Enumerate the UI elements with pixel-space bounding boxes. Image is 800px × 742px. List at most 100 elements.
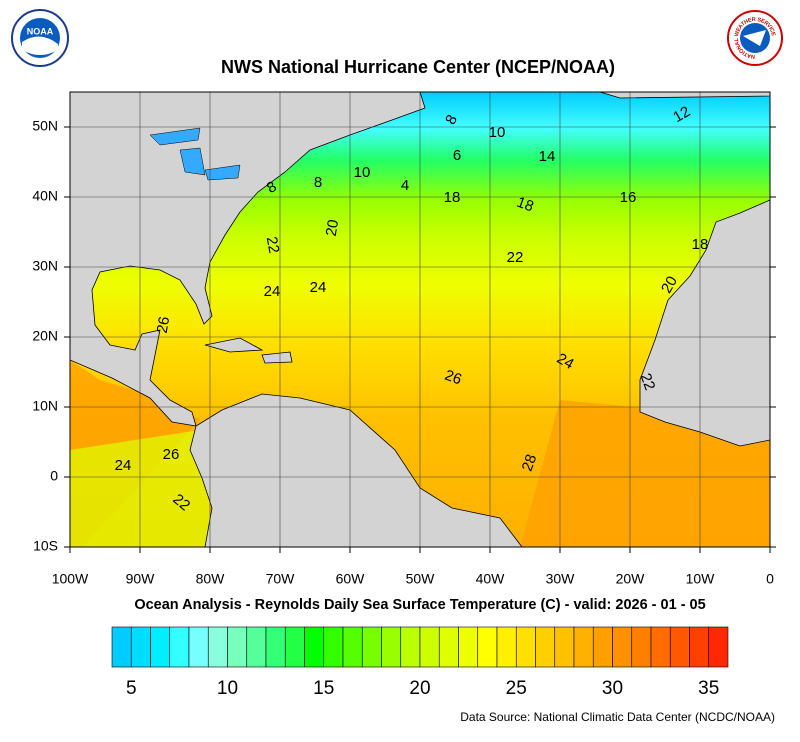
pacific-cool	[70, 430, 215, 547]
lon-tick-label: 70W	[266, 571, 296, 587]
gulf-of-guinea	[520, 400, 770, 547]
colorbar-cell	[689, 626, 710, 668]
lon-tick-label: 40W	[476, 571, 506, 587]
colorbar-cell	[592, 626, 613, 668]
lon-tick-label: 0	[766, 571, 774, 587]
contour-label: 24	[554, 350, 577, 373]
lat-tick-label: 40N	[32, 188, 58, 204]
colorbar-cell	[400, 626, 421, 668]
title: NWS National Hurricane Center (NCEP/NOAA…	[221, 57, 615, 77]
colorbar-cell	[631, 626, 652, 668]
colorbar-tick-label: 35	[698, 678, 719, 699]
colorbar-tick-label: 10	[217, 678, 238, 699]
contour-label: 24	[264, 283, 281, 300]
lat-tick-label: 10S	[33, 538, 58, 554]
colorbar-cell	[438, 626, 459, 668]
contour-label: 16	[620, 189, 637, 206]
colorbar-cell	[323, 626, 344, 668]
data-source: Data Source: National Climatic Data Cent…	[460, 710, 775, 724]
contour-label: 10	[354, 164, 371, 181]
contour-label: 22	[507, 249, 524, 266]
colorbar-cell	[554, 626, 575, 668]
cuba	[204, 337, 264, 353]
lat-tick-label: 50N	[32, 118, 58, 134]
colorbar-cell	[265, 626, 286, 668]
colorbar-cell	[361, 626, 382, 668]
colorbar-cell	[284, 626, 305, 668]
contour-label: 24	[115, 457, 132, 474]
colorbar-cell	[304, 626, 325, 668]
lon-tick-label: 100W	[52, 571, 89, 587]
lon-tick-label: 90W	[126, 571, 156, 587]
colorbar-cell	[515, 626, 536, 668]
contour-label: 8	[314, 174, 322, 191]
contour-label: 28	[519, 452, 541, 473]
colorbar-tick-label: 5	[126, 678, 137, 699]
contour-label: 22	[637, 371, 659, 392]
contour-label: 20	[323, 218, 343, 237]
noaa-logo-text: NOAA	[27, 26, 54, 36]
lon-tick-label: 10W	[686, 571, 716, 587]
lon-tick-label: 20W	[616, 571, 646, 587]
nws-logo: NATIONAL WEATHER SERVICE	[727, 10, 783, 66]
colorbar-cell	[207, 626, 228, 668]
contour-label: 10	[489, 124, 506, 141]
colorbar-cell	[708, 626, 729, 668]
colorbar-cell	[458, 626, 479, 668]
contour-label: 14	[539, 148, 556, 165]
contour-label: 26	[163, 446, 180, 463]
colorbar-cell	[227, 626, 248, 668]
colorbar-cell	[477, 626, 498, 668]
africa-europe	[639, 199, 770, 447]
lat-tick-label: 30N	[32, 258, 58, 274]
axis-labels: 100W 90W 80W 70W 60W 50W 40W 30W 20W 10W 0 10S 0 10N 2…	[32, 118, 776, 587]
lat-tick-label: 0	[50, 468, 58, 484]
colorbar-cell	[188, 626, 209, 668]
noaa-logo: NOAA	[11, 9, 69, 67]
colorbar-tick-label: 20	[409, 678, 430, 699]
graticule	[70, 92, 770, 547]
contour-label: 18	[514, 194, 535, 216]
contour-label: 26	[154, 315, 174, 334]
colorbar-cell	[111, 626, 132, 668]
land	[70, 92, 770, 547]
lon-tick-label: 60W	[336, 571, 366, 587]
colorbar-cell	[496, 626, 517, 668]
contour-label: 24	[310, 279, 327, 296]
lon-tick-label: 30W	[546, 571, 576, 587]
lat-tick-label: 20N	[32, 328, 58, 344]
south-america	[189, 393, 523, 547]
colorbar-cell	[381, 626, 402, 668]
great-lakes	[149, 127, 241, 181]
lon-tick-label: 50W	[406, 571, 436, 587]
hispaniola	[261, 351, 293, 364]
north-america	[70, 92, 426, 427]
colorbar-cell	[419, 626, 440, 668]
colorbar-cell	[169, 626, 190, 668]
colorbar-tick-label: 15	[313, 678, 334, 699]
contour-label: 20	[658, 273, 681, 296]
colorbar-cell	[150, 626, 171, 668]
contour-label: 6	[453, 147, 461, 164]
colorbar-tick-label: 30	[602, 678, 623, 699]
lat-tick-label: 10N	[32, 398, 58, 414]
contour-label: 4	[401, 177, 409, 194]
colorbar-cell	[650, 626, 671, 668]
colorbar-cell	[573, 626, 594, 668]
colorbar: 5 10 15 20 25 30 35	[111, 626, 729, 699]
colorbar-cell	[612, 626, 633, 668]
greenland-edge	[599, 92, 770, 99]
colorbar-cell	[342, 626, 363, 668]
contour-label: 12	[670, 103, 693, 126]
lon-tick-label: 80W	[196, 571, 226, 587]
colorbar-cell	[535, 626, 556, 668]
colorbar-tick-label: 25	[506, 678, 527, 699]
caption: Ocean Analysis - Reynolds Daily Sea Surf…	[134, 597, 705, 613]
contour-label: 18	[692, 236, 709, 253]
contour-label: 26	[442, 367, 463, 389]
colorbar-cell	[130, 626, 151, 668]
